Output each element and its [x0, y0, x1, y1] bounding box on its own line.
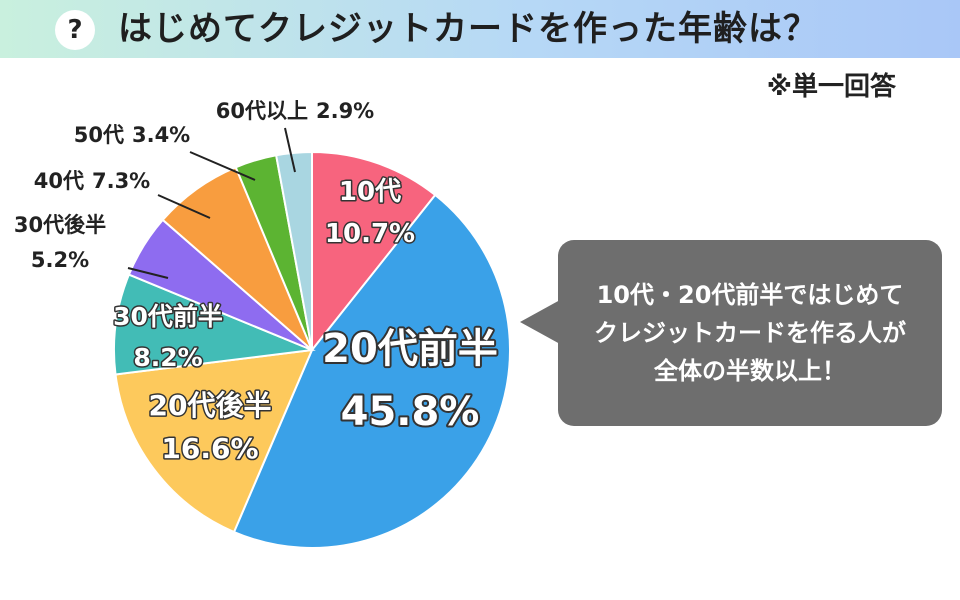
pie-slice-label: 10代: [339, 177, 401, 207]
leader-line: [189, 151, 256, 181]
question-mark-icon: ?: [55, 10, 95, 50]
pie-slice-label: 20代前半: [322, 326, 498, 372]
pie-slice-label: 50代: [74, 123, 124, 147]
pie-slice-value: 10.7%: [325, 219, 415, 249]
pie-slice-1: [311, 150, 437, 353]
pie-slice-value: 2.9%: [316, 99, 374, 123]
pie-outside-label: 50代 3.4%: [74, 123, 190, 147]
leader-line: [284, 127, 296, 173]
pie-slice-label: 30代後半: [14, 213, 106, 237]
pie-slice-label: 60代以上: [216, 99, 308, 123]
pie-slice-value: 7.3%: [92, 169, 150, 193]
pie-slice-value: 8.2%: [133, 343, 202, 372]
leader-line: [157, 194, 211, 219]
pie-slice-value: 5.2%: [31, 248, 89, 272]
pie-outside-label: 40代 7.3%: [34, 169, 150, 193]
pie-slice-value: 3.4%: [132, 123, 190, 147]
callout-line: 全体の半数以上！: [654, 357, 846, 385]
callout-text: 10代・20代前半ではじめて クレジットカードを作る人が 全体の半数以上！: [558, 276, 942, 390]
leader-line: [127, 267, 169, 279]
pie-slice-value: 16.6%: [161, 432, 258, 465]
pie-outside-label: 60代以上 2.9%: [216, 99, 374, 123]
pie-slice-label: 40代: [34, 169, 84, 193]
callout-box: 10代・20代前半ではじめて クレジットカードを作る人が 全体の半数以上！: [558, 240, 942, 426]
callout-line: クレジットカードを作る人が: [594, 319, 906, 347]
title-banner: ? はじめてクレジットカードを作った年齢は？: [0, 0, 960, 58]
callout-pointer: [520, 300, 560, 344]
pie-slice-value: 45.8%: [341, 389, 480, 435]
page-title: はじめてクレジットカードを作った年齢は？: [118, 9, 818, 49]
callout-line: 10代・20代前半ではじめて: [596, 281, 904, 309]
pie-slice-4: [113, 273, 316, 376]
pie-slice-3: [114, 348, 314, 534]
pie-slice-2: [232, 193, 511, 549]
pie-slice-8: [274, 150, 313, 351]
pie-slice-label: 30代前半: [113, 302, 223, 331]
pie-slice-label: 20代後半: [149, 389, 272, 422]
single-answer-note: ※単一回答: [766, 72, 896, 102]
